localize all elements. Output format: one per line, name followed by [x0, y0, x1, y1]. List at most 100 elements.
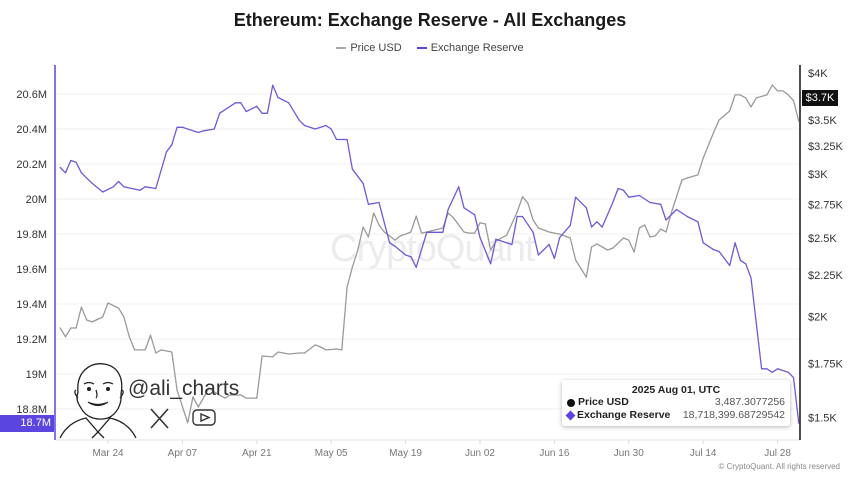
legend-swatch-reserve	[416, 47, 427, 49]
data-point-price	[622, 237, 625, 239]
left-axis-tick-label: 19.4M	[16, 299, 47, 311]
data-point-reserve	[590, 226, 593, 228]
data-point-reserve	[622, 189, 625, 191]
legend-item-reserve[interactable]: Exchange Reserve	[416, 42, 524, 54]
data-point-price	[107, 302, 109, 304]
data-point-price	[702, 157, 704, 159]
data-point-reserve	[553, 257, 555, 260]
x-axis-tick-label: Jun 02	[465, 448, 495, 459]
data-point-reserve	[548, 243, 550, 246]
data-point-reserve	[702, 242, 704, 244]
data-point-price	[745, 97, 747, 99]
data-point-price	[123, 316, 125, 318]
data-point-reserve	[474, 214, 476, 216]
data-point-reserve	[458, 186, 460, 188]
data-point-price	[729, 110, 731, 112]
data-point-reserve	[123, 186, 125, 188]
data-point-price	[404, 233, 407, 235]
data-point-price	[569, 237, 571, 239]
data-point-reserve	[213, 128, 215, 130]
data-point-reserve	[325, 124, 327, 127]
gridlines	[55, 93, 800, 410]
tooltip-date: 2025 Aug 01, UTC	[631, 384, 721, 396]
data-point-price	[187, 422, 189, 424]
data-point-price	[367, 236, 369, 238]
data-point-reserve	[537, 254, 540, 256]
data-point-price	[383, 231, 385, 233]
tooltip-reserve-label: Exchange Reserve	[577, 409, 671, 421]
data-point-reserve	[70, 159, 72, 162]
data-point-reserve	[771, 371, 773, 373]
left-axis-tick-label: 19.2M	[16, 334, 47, 346]
data-point-reserve	[389, 242, 391, 244]
data-point-reserve	[750, 277, 752, 279]
data-point-price	[606, 249, 609, 251]
data-point-price	[713, 131, 715, 133]
data-point-reserve	[112, 186, 114, 188]
data-point-price	[739, 94, 741, 96]
data-point-reserve	[335, 138, 338, 141]
data-point-reserve	[314, 128, 316, 130]
data-point-price	[213, 391, 215, 393]
data-point-reserve	[240, 102, 242, 104]
data-point-reserve	[713, 249, 715, 251]
series-line-price[interactable]	[59, 84, 800, 424]
watermark: CryptoQuant	[330, 228, 535, 270]
data-point-reserve	[495, 238, 497, 240]
x-axis-tick-label: Jun 16	[539, 448, 569, 459]
data-point-price	[463, 231, 465, 233]
data-point-price	[373, 212, 375, 214]
data-point-price	[176, 389, 178, 391]
data-point-price	[516, 211, 518, 213]
data-point-price	[75, 327, 77, 329]
left-axis-tick-label: 20M	[26, 194, 47, 206]
data-point-price	[155, 352, 157, 354]
data-point-reserve	[612, 201, 614, 204]
data-point-price	[553, 232, 555, 234]
data-point-reserve	[139, 189, 141, 191]
data-point-reserve	[118, 180, 120, 183]
data-point-reserve	[218, 112, 221, 114]
tooltip-reserve-value: 18,718,399.68729542	[682, 409, 785, 421]
data-point-reserve	[798, 422, 800, 424]
data-point-price	[378, 224, 380, 226]
data-point-price	[484, 223, 486, 225]
data-point-reserve	[660, 203, 662, 205]
data-point-price	[229, 394, 231, 396]
data-point-reserve	[420, 249, 423, 251]
data-point-price	[91, 321, 93, 323]
data-point-reserve	[675, 208, 678, 211]
data-point-price	[288, 353, 290, 355]
data-point-price	[660, 228, 662, 230]
data-point-reserve	[415, 266, 417, 268]
data-point-price	[612, 247, 614, 249]
data-point-reserve	[75, 161, 77, 163]
data-point-price	[272, 356, 274, 358]
right-axis-tick-label: $2.5K	[808, 233, 837, 245]
data-point-price	[394, 239, 396, 241]
data-point-price	[734, 94, 736, 96]
series-line-reserve[interactable]	[59, 84, 800, 424]
data-point-price	[532, 219, 534, 221]
data-point-price	[118, 307, 120, 309]
data-point-reserve	[787, 371, 789, 373]
data-point-price	[160, 349, 162, 351]
data-point-reserve	[80, 172, 83, 174]
data-point-price	[548, 231, 550, 233]
data-point-price	[298, 352, 300, 354]
left-axis-tick-label: 20.2M	[16, 159, 47, 171]
tooltip-price-value: 3,487.3077256	[714, 396, 785, 408]
diamond-marker-icon	[565, 410, 576, 421]
right-axis-tick-label: $3.25K	[808, 141, 844, 153]
data-point-price	[304, 352, 306, 354]
data-point-price	[585, 276, 587, 278]
legend-item-price[interactable]: Price USD	[336, 42, 402, 54]
data-point-price	[633, 251, 635, 253]
data-point-price	[224, 397, 226, 399]
data-point-reserve	[394, 245, 396, 247]
data-point-reserve	[59, 166, 61, 169]
data-point-reserve	[144, 186, 146, 188]
right-axis-tick-label: $1.75K	[808, 358, 844, 370]
data-point-reserve	[665, 219, 667, 221]
